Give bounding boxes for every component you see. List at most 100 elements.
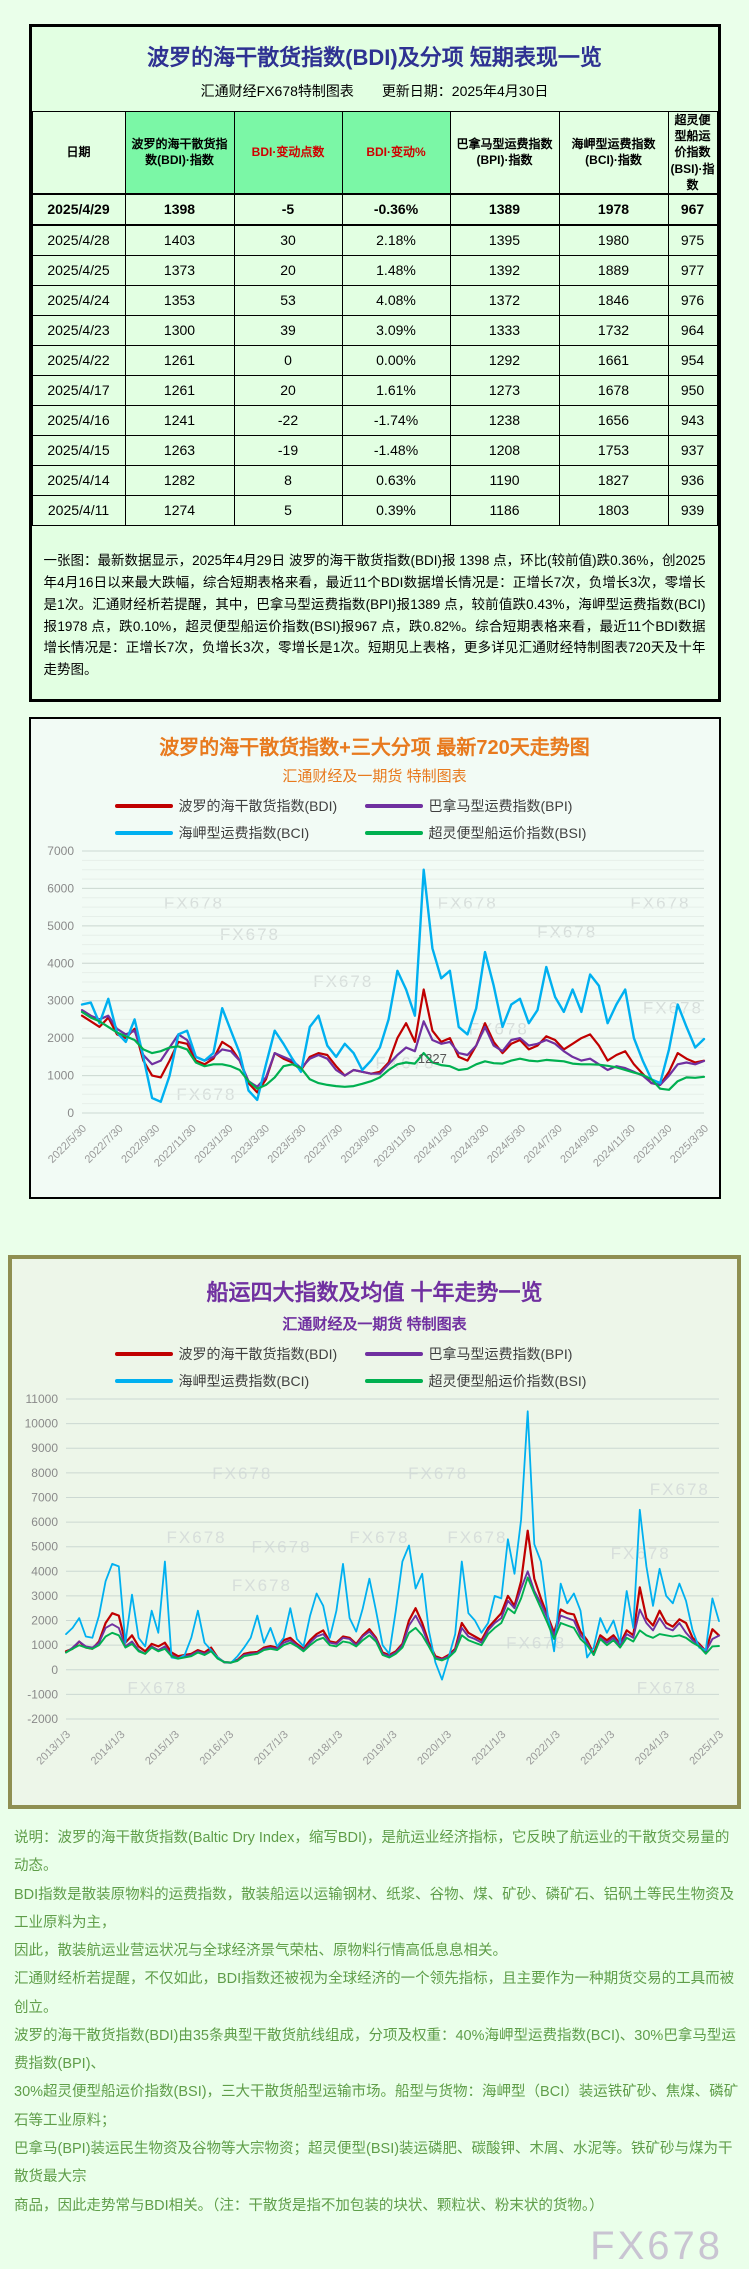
legend-item: 超灵便型船运价指数(BSI) [364,1371,615,1391]
legend-label: 超灵便型船运价指数(BSI) [428,1373,587,1390]
y-tick-label: 7000 [31,1491,58,1505]
date-cell: 2025/4/23 [31,314,126,346]
date-cell: 2025/4/14 [31,464,126,496]
y-tick-label: 8000 [31,1466,58,1480]
legend-label: 波罗的海干散货指数(BDI) [178,1346,338,1363]
value-cell: 1656 [558,404,669,436]
value-cell: 1827 [558,464,669,496]
series-line [80,868,705,1104]
table-row: 2025/4/15 1263 -19 -1.48% 1208 1753 937 [31,434,718,466]
col-bpi-index: 巴拿马型运费指数(BPI)·指数 [449,110,560,195]
value-cell: 1403 [124,224,235,256]
table-row: 2025/4/24 1353 53 4.08% 1372 1846 976 [31,284,718,316]
x-tick-label: 2025/1/3 [687,1729,726,1768]
value-cell: 0 [233,344,343,376]
x-tick-label: 2017/1/3 [252,1729,291,1768]
value-cell: 975 [667,224,718,256]
value-cell: 964 [667,314,718,346]
value-cell: 39 [233,314,343,346]
x-tick-label: 2013/1/3 [34,1729,73,1768]
source-label: 汇通财经FX678特制图表 [200,83,354,99]
chart-watermark: FX678 [437,894,497,913]
x-tick-label: 2023/1/3 [579,1729,618,1768]
legend-item: 巴拿马型运费指数(BPI) [364,1344,615,1364]
y-tick-label: 11000 [26,1393,59,1406]
x-tick-label: 2016/1/3 [198,1729,237,1768]
chart-watermark: FX678 [212,1464,272,1483]
x-tick-label: 2025/3/30 [668,1123,711,1166]
value-cell: 3.09% [341,314,451,346]
fx678-watermark: FX678 [590,2223,723,2268]
y-tick-label: 3000 [31,1589,58,1603]
legend-swatch [364,1352,423,1357]
panel-title: 波罗的海干散货指数(BDI)及分项 短期表现一览 [147,45,602,70]
bdi-table: 日期 波罗的海干散货指数(BDI)·指数 BDI·变动点数 BDI·变动% 巴拿… [31,110,718,526]
y-tick-label: 9000 [31,1441,58,1455]
y-tick-label: 4000 [47,956,74,970]
chart-10y-panel: 船运四大指数及均值 十年走势一览 汇通财经及一期货 特制图表 波罗的海干散货指数… [8,1255,741,1810]
date-cell: 2025/4/15 [31,434,126,466]
value-cell: 1241 [124,404,235,436]
legend-label: 超灵便型船运价指数(BSI) [428,825,587,842]
value-cell: 30 [233,224,343,256]
table-row: 2025/4/25 1373 20 1.48% 1392 1889 977 [31,254,718,286]
y-tick-label: 6000 [47,882,74,896]
value-cell: 8 [233,464,343,496]
description-line: 巴拿马(BPI)装运民生物资及谷物等大宗物资；超灵便型(BSI)装运磷肥、碳酸钾… [14,2141,733,2186]
value-cell: -0.36% [341,192,451,226]
table-row: 2025/4/23 1300 39 3.09% 1333 1732 964 [31,314,718,346]
update-date: 更新日期：2025年4月30日 [381,83,549,99]
chart-watermark: FX678 [219,925,279,944]
date-cell: 2025/4/24 [31,284,126,316]
date-cell: 2025/4/17 [31,374,126,406]
value-cell: 20 [233,374,343,406]
value-cell: 1661 [558,344,669,376]
y-tick-label: 10000 [25,1417,59,1431]
y-tick-label: 2000 [47,1031,74,1045]
value-cell: 1261 [124,344,235,376]
x-tick-label: 2024/1/3 [633,1729,672,1768]
table-row: 2025/4/17 1261 20 1.61% 1273 1678 950 [31,374,718,406]
chart-watermark: FX678 [611,1544,671,1563]
description-line: 波罗的海干散货指数(BDI)由35条典型干散货航线组成，分项及权重：40%海岬型… [14,2027,736,2073]
value-cell: 976 [667,284,718,316]
value-cell: 1678 [558,374,669,406]
legend-item: 巴拿马型运费指数(BPI) [364,796,615,816]
chart-10y-subtitle: 汇通财经及一期货 特制图表 [282,1316,467,1334]
value-cell: 1274 [124,494,235,526]
chart-watermark: FX678 [163,894,223,913]
value-cell: 1.48% [341,254,451,286]
value-cell: 1333 [449,314,560,346]
chart-annotation: 1227 [417,1051,446,1066]
value-cell: 1373 [124,254,235,286]
value-cell: 1208 [449,434,560,466]
legend-swatch [364,1379,423,1384]
legend-swatch [364,804,423,809]
value-cell: 20 [233,254,343,286]
value-cell: -1.74% [341,404,451,436]
x-tick-label: 2022/1/3 [524,1729,563,1768]
x-tick-label: 2022/5/30 [46,1123,89,1166]
col-date: 日期 [31,110,126,195]
legend-label: 海岬型运费指数(BCI) [178,825,310,842]
table-row: 2025/4/14 1282 8 0.63% 1190 1827 936 [31,464,718,496]
value-cell: 5 [233,494,343,526]
chart-720d-title: 波罗的海干散货指数+三大分项 最新720天走势图 [159,737,590,760]
y-tick-label: 5000 [31,1540,58,1554]
value-cell: 1300 [124,314,235,346]
y-tick-label: 4000 [31,1564,58,1578]
x-tick-label: 2024/1/30 [411,1123,454,1166]
y-tick-label: 6000 [31,1515,58,1529]
value-cell: 1353 [124,284,235,316]
x-tick-label: 2024/7/30 [521,1123,564,1166]
x-tick-label: 2022/7/30 [82,1123,125,1166]
legend-swatch [114,831,173,836]
table-row: 2025/4/16 1241 -22 -1.74% 1238 1656 943 [31,404,718,436]
value-cell: -5 [233,192,343,226]
value-cell: 1889 [558,254,669,286]
col-bsi-index: 超灵便型船运价指数(BSI)·指数 [667,110,718,195]
value-cell: 954 [667,344,718,376]
table-header-row: 日期 波罗的海干散货指数(BDI)·指数 BDI·变动点数 BDI·变动% 巴拿… [31,110,718,195]
value-cell: -1.48% [341,434,451,466]
chart-720d-panel: 波罗的海干散货指数+三大分项 最新720天走势图 汇通财经及一期货 特制图表 波… [28,717,721,1200]
